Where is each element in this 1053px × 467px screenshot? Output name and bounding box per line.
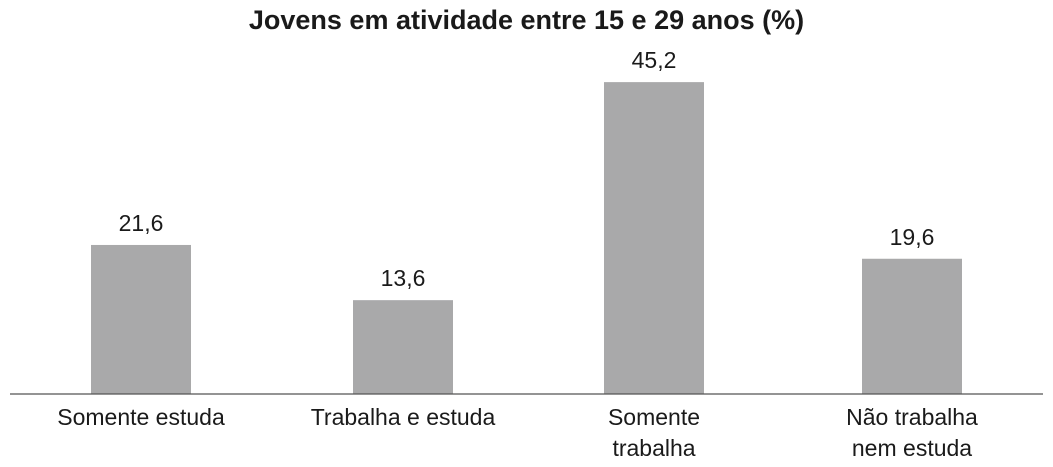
x-tick-label-line: Somente <box>608 404 700 430</box>
value-label-3: 45,2 <box>632 47 677 73</box>
x-tick-label-3: Somente trabalha <box>608 404 700 461</box>
tick-labels-layer: Somente estuda Trabalha e estuda Somente tr… <box>57 404 978 461</box>
value-label-4: 19,6 <box>890 224 935 250</box>
x-tick-label-1: Somente estuda <box>57 404 225 430</box>
x-tick-label-line: Somente estuda <box>57 404 225 430</box>
x-tick-label-line: trabalha <box>612 435 695 461</box>
x-tick-label-line: Não trabalha <box>846 404 978 430</box>
x-tick-label-line: Trabalha e estuda <box>311 404 496 430</box>
bar-1 <box>91 245 191 394</box>
x-tick-label-2: Trabalha e estuda <box>311 404 496 430</box>
value-label-1: 21,6 <box>119 210 164 236</box>
value-labels-layer: 21,6 13,6 45,2 19,6 <box>119 47 935 291</box>
value-label-2: 13,6 <box>381 265 426 291</box>
bars-layer <box>91 82 962 394</box>
bar-3 <box>604 82 704 394</box>
bar-2 <box>353 300 453 394</box>
x-tick-label-4: Não trabalha nem estuda <box>846 404 978 461</box>
bar-4 <box>862 259 962 394</box>
x-tick-label-line: nem estuda <box>852 435 972 461</box>
